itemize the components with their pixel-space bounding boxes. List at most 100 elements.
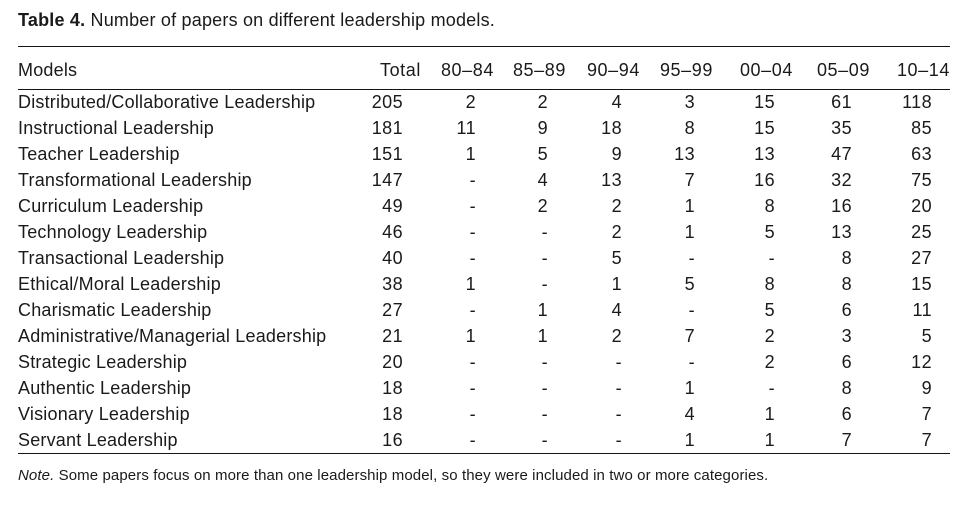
value-cell: 5 [764, 300, 775, 320]
value-cell: 9 [537, 118, 548, 138]
table-body: Distributed/Collaborative Leadership 205 2… [18, 90, 950, 454]
table-header: Models Total 80–84 85–89 90–94 95–99 00–04 05–0… [18, 46, 950, 90]
table-row: Strategic Leadership 20 - - - - 2 6 12 [18, 350, 950, 376]
value-cell: 27 [382, 300, 403, 320]
column-header: 80–84 [421, 46, 494, 90]
table-row: Instructional Leadership 181 11 9 18 8 15 35 85 [18, 116, 950, 142]
value-cell: 5 [611, 248, 622, 268]
value-cell: - [768, 248, 775, 268]
value-cell: 15 [911, 274, 932, 294]
value-cell: 4 [537, 170, 548, 190]
value-cell: 2 [537, 196, 548, 216]
value-cell: 6 [841, 352, 852, 372]
value-cell: 11 [912, 300, 932, 320]
value-cell: 118 [902, 92, 932, 113]
value-cell: - [469, 404, 476, 424]
value-cell: 9 [611, 144, 622, 164]
model-name-cell: Visionary Leadership [18, 404, 190, 424]
value-cell: 2 [611, 196, 622, 216]
value-cell: 18 [382, 378, 403, 398]
value-cell: 13 [601, 170, 622, 190]
value-cell: 13 [754, 144, 775, 164]
value-cell: 20 [382, 352, 403, 372]
column-header: 95–99 [640, 46, 713, 90]
value-cell: 16 [831, 196, 852, 216]
value-cell: - [541, 248, 548, 268]
model-name-cell: Ethical/Moral Leadership [18, 274, 221, 294]
value-cell: 9 [921, 378, 932, 398]
value-cell: - [541, 404, 548, 424]
value-cell: 27 [911, 248, 932, 268]
table-caption-label: Table 4. [18, 10, 86, 30]
value-cell: 49 [382, 196, 403, 216]
value-cell: 8 [764, 196, 775, 216]
value-cell: 1 [684, 222, 695, 242]
table-row: Ethical/Moral Leadership 38 1-1 5 8 8 15 [18, 272, 950, 298]
value-cell: 18 [601, 118, 622, 138]
value-cell: 2 [764, 352, 775, 372]
value-cell: - [688, 248, 695, 268]
value-cell: - [615, 352, 622, 372]
value-cell: 5 [921, 326, 932, 346]
value-cell: 5 [537, 144, 548, 164]
table-caption: Table 4. Number of papers on different l… [18, 9, 950, 31]
table-row: Distributed/Collaborative Leadership 205 2… [18, 90, 950, 116]
value-cell: 2 [611, 222, 622, 242]
value-cell: 25 [911, 222, 932, 242]
table-row: Transactional Leadership 40 - - 5 - - 8 27 [18, 246, 950, 272]
paper-table-page: Table 4. Number of papers on different l… [18, 9, 950, 484]
table-row: Curriculum Leadership 49 - 2 2 1 8 16 20 [18, 194, 950, 220]
value-cell: 1 [611, 274, 622, 294]
table-row: Servant Leadership 16 - - - 1 1 7 7 [18, 428, 950, 454]
value-cell: - [688, 300, 695, 320]
value-cell: 2 [611, 326, 622, 346]
value-cell: 151 [371, 144, 403, 164]
value-cell: - [469, 170, 476, 190]
table-row: Teacher Leadership 151 1 5 9 13 13 47 63 [18, 142, 950, 168]
model-name-cell: Instructional Leadership [18, 118, 214, 138]
value-cell: - [469, 196, 476, 216]
table-row: Charismatic Leadership 27 - 1 4 - 5 6 11 [18, 298, 950, 324]
value-cell: 7 [684, 326, 695, 346]
value-cell: 63 [911, 144, 932, 164]
value-cell: 5 [764, 222, 775, 242]
value-cell: - [615, 378, 622, 398]
value-cell: 61 [831, 92, 852, 113]
column-header: Total [363, 46, 421, 90]
value-cell: 13 [831, 222, 852, 242]
value-cell: 47 [831, 144, 852, 164]
header-row: Models Total 80–84 85–89 90–94 95–99 00–04 05–0… [18, 46, 950, 90]
value-cell: 205 [371, 92, 403, 113]
value-cell: - [469, 352, 476, 372]
value-cell: 8 [841, 378, 852, 398]
value-cell: 2 [764, 326, 775, 346]
column-header: 00–04 [713, 46, 793, 90]
table-note-label: Note. [18, 467, 55, 484]
model-name-cell: Distributed/Collaborative Leadership [18, 92, 316, 113]
model-name-cell: Technology Leadership [18, 222, 208, 242]
value-cell: 8 [684, 118, 695, 138]
value-cell: 85 [911, 118, 932, 138]
column-header-models: Models [18, 46, 363, 90]
value-cell: - [469, 222, 476, 242]
model-name-cell: Transactional Leadership [18, 248, 225, 268]
value-cell: 1 [537, 326, 548, 346]
value-cell: 46 [382, 222, 403, 242]
value-cell: - [541, 378, 548, 398]
table-row: Transformational Leadership 147 - 4 13 7 16 32 7… [18, 168, 950, 194]
table-caption-text: Number of papers on different leadership… [85, 10, 495, 30]
value-cell: 8 [841, 274, 852, 294]
value-cell: 7 [921, 404, 932, 424]
value-cell: - [541, 274, 548, 294]
value-cell: 16 [754, 170, 775, 190]
value-cell: 2 [465, 92, 476, 113]
value-cell: 38 [382, 274, 403, 294]
value-cell: 40 [382, 248, 403, 268]
model-name-cell: Curriculum Leadership [18, 196, 204, 216]
value-cell: 12 [911, 352, 932, 372]
value-cell: 35 [831, 118, 852, 138]
model-name-cell: Servant Leadership [18, 429, 178, 450]
value-cell: 32 [831, 170, 852, 190]
value-cell: - [688, 352, 695, 372]
value-cell: 75 [911, 170, 932, 190]
